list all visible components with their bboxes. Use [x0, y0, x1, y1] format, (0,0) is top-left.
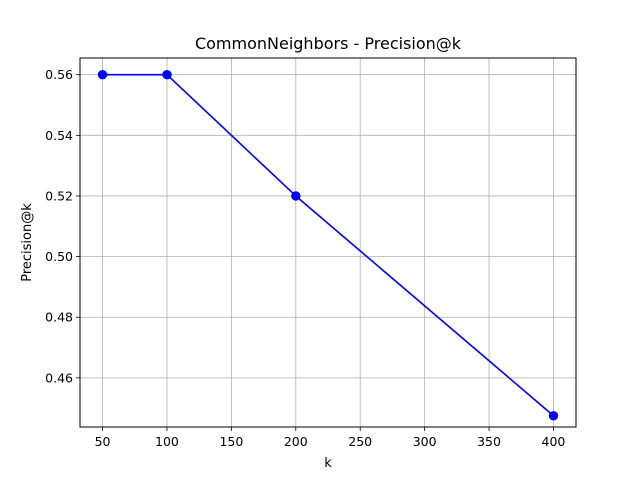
y-tick-label: 0.48 — [45, 310, 73, 325]
plot-area-frame — [79, 57, 577, 428]
y-axis-label: Precision@k — [20, 203, 35, 282]
x-tick-label: 50 — [95, 434, 111, 449]
x-tick-label: 300 — [413, 434, 437, 449]
series-line — [102, 73, 554, 417]
x-axis-label: k — [324, 456, 332, 471]
y-tick-label: 0.52 — [45, 188, 73, 203]
x-axis-ticks: 50 100 150 200 250 300 350 400 — [95, 427, 566, 449]
grid-lines — [80, 58, 576, 427]
data-point-marker — [97, 69, 108, 80]
x-tick-label: 200 — [284, 434, 308, 449]
y-tick-label: 0.46 — [45, 370, 73, 385]
y-tick-label: 0.50 — [45, 249, 73, 264]
data-point-marker — [162, 69, 172, 80]
x-tick-label: 100 — [155, 434, 179, 449]
data-point-marker — [548, 411, 559, 421]
x-tick-label: 150 — [219, 434, 243, 449]
x-tick-label: 350 — [477, 434, 501, 449]
chart-title: CommonNeighbors - Precision@k — [195, 34, 462, 53]
data-series — [97, 69, 559, 421]
y-axis-ticks: 0.46 0.48 0.50 0.52 0.54 0.56 — [45, 67, 80, 385]
y-tick-label: 0.54 — [45, 128, 73, 143]
data-point-marker — [291, 191, 301, 201]
y-tick-label: 0.56 — [45, 67, 73, 82]
x-tick-label: 250 — [348, 434, 372, 449]
x-tick-label: 400 — [542, 434, 566, 449]
